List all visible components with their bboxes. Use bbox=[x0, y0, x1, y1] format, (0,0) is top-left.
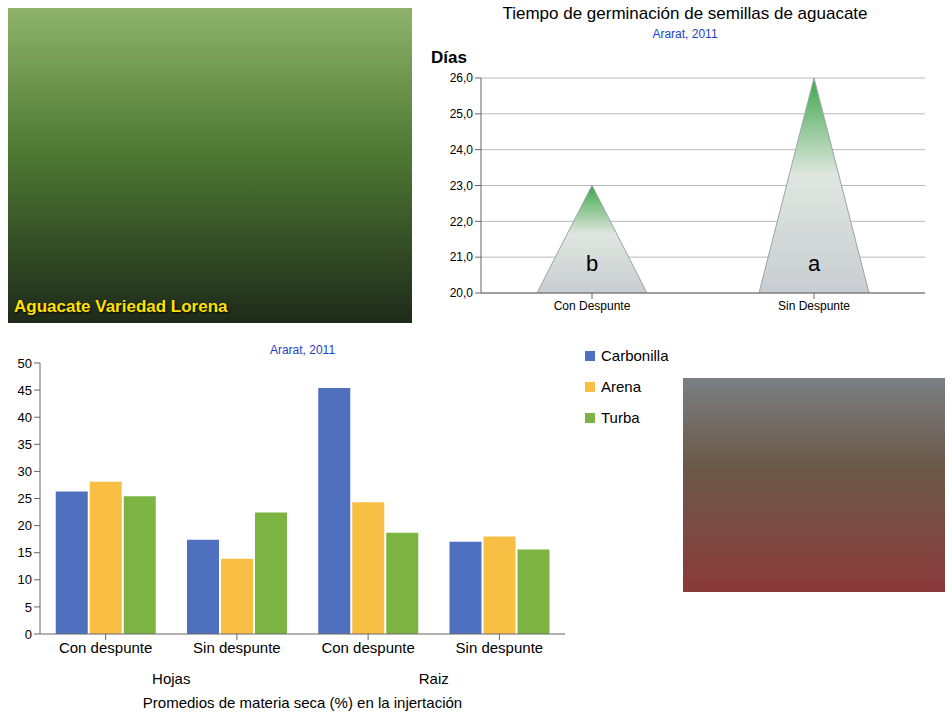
svg-text:20,0: 20,0 bbox=[450, 286, 474, 300]
svg-text:Con Despunte: Con Despunte bbox=[554, 299, 631, 313]
svg-text:45: 45 bbox=[18, 383, 32, 398]
svg-text:15: 15 bbox=[18, 545, 32, 560]
svg-text:Sin despunte: Sin despunte bbox=[456, 639, 544, 656]
svg-text:Hojas: Hojas bbox=[152, 670, 190, 687]
svg-text:50: 50 bbox=[18, 356, 32, 371]
html-text:Ararat, 2011: Ararat, 2011 bbox=[269, 343, 336, 357]
svg-text:b: b bbox=[586, 251, 598, 276]
svg-text:22,0: 22,0 bbox=[450, 215, 474, 229]
svg-text:35: 35 bbox=[18, 437, 32, 452]
svg-text:25,0: 25,0 bbox=[450, 107, 474, 121]
html-text:Ararat, 2011: Ararat, 2011 bbox=[652, 27, 718, 41]
svg-text:5: 5 bbox=[25, 600, 32, 615]
svg-text:Raiz: Raiz bbox=[419, 670, 449, 687]
svg-text:0: 0 bbox=[25, 627, 32, 642]
svg-text:40: 40 bbox=[18, 410, 32, 425]
svg-text:20: 20 bbox=[18, 518, 32, 533]
html-text:Días: Días bbox=[431, 48, 467, 67]
html-text:Tiempo de germinación de semil: Tiempo de germinación de semillas de agu… bbox=[502, 4, 868, 23]
svg-text:Sin despunte: Sin despunte bbox=[193, 639, 281, 656]
html-text:Promedios de materia seca (%): Promedios de materia seca (%) en la inje… bbox=[142, 694, 463, 711]
html-text:Aguacate Variedad Lorena: Aguacate Variedad Lorena bbox=[14, 297, 228, 316]
svg-text:23,0: 23,0 bbox=[450, 179, 474, 193]
html-text:Arena: Arena bbox=[601, 378, 641, 395]
svg-text:a: a bbox=[808, 251, 821, 276]
svg-text:10: 10 bbox=[18, 572, 32, 587]
svg-text:Con despunte: Con despunte bbox=[59, 639, 152, 656]
svg-text:24,0: 24,0 bbox=[450, 143, 474, 157]
svg-text:Con despunte: Con despunte bbox=[321, 639, 414, 656]
svg-text:25: 25 bbox=[18, 491, 32, 506]
svg-text:Sin Despunte: Sin Despunte bbox=[778, 299, 850, 313]
svg-text:21,0: 21,0 bbox=[450, 250, 474, 264]
html-text:Turba: Turba bbox=[601, 409, 640, 426]
svg-text:26,0: 26,0 bbox=[450, 71, 474, 85]
svg-text:30: 30 bbox=[18, 464, 32, 479]
html-text:Carbonilla: Carbonilla bbox=[601, 347, 669, 364]
